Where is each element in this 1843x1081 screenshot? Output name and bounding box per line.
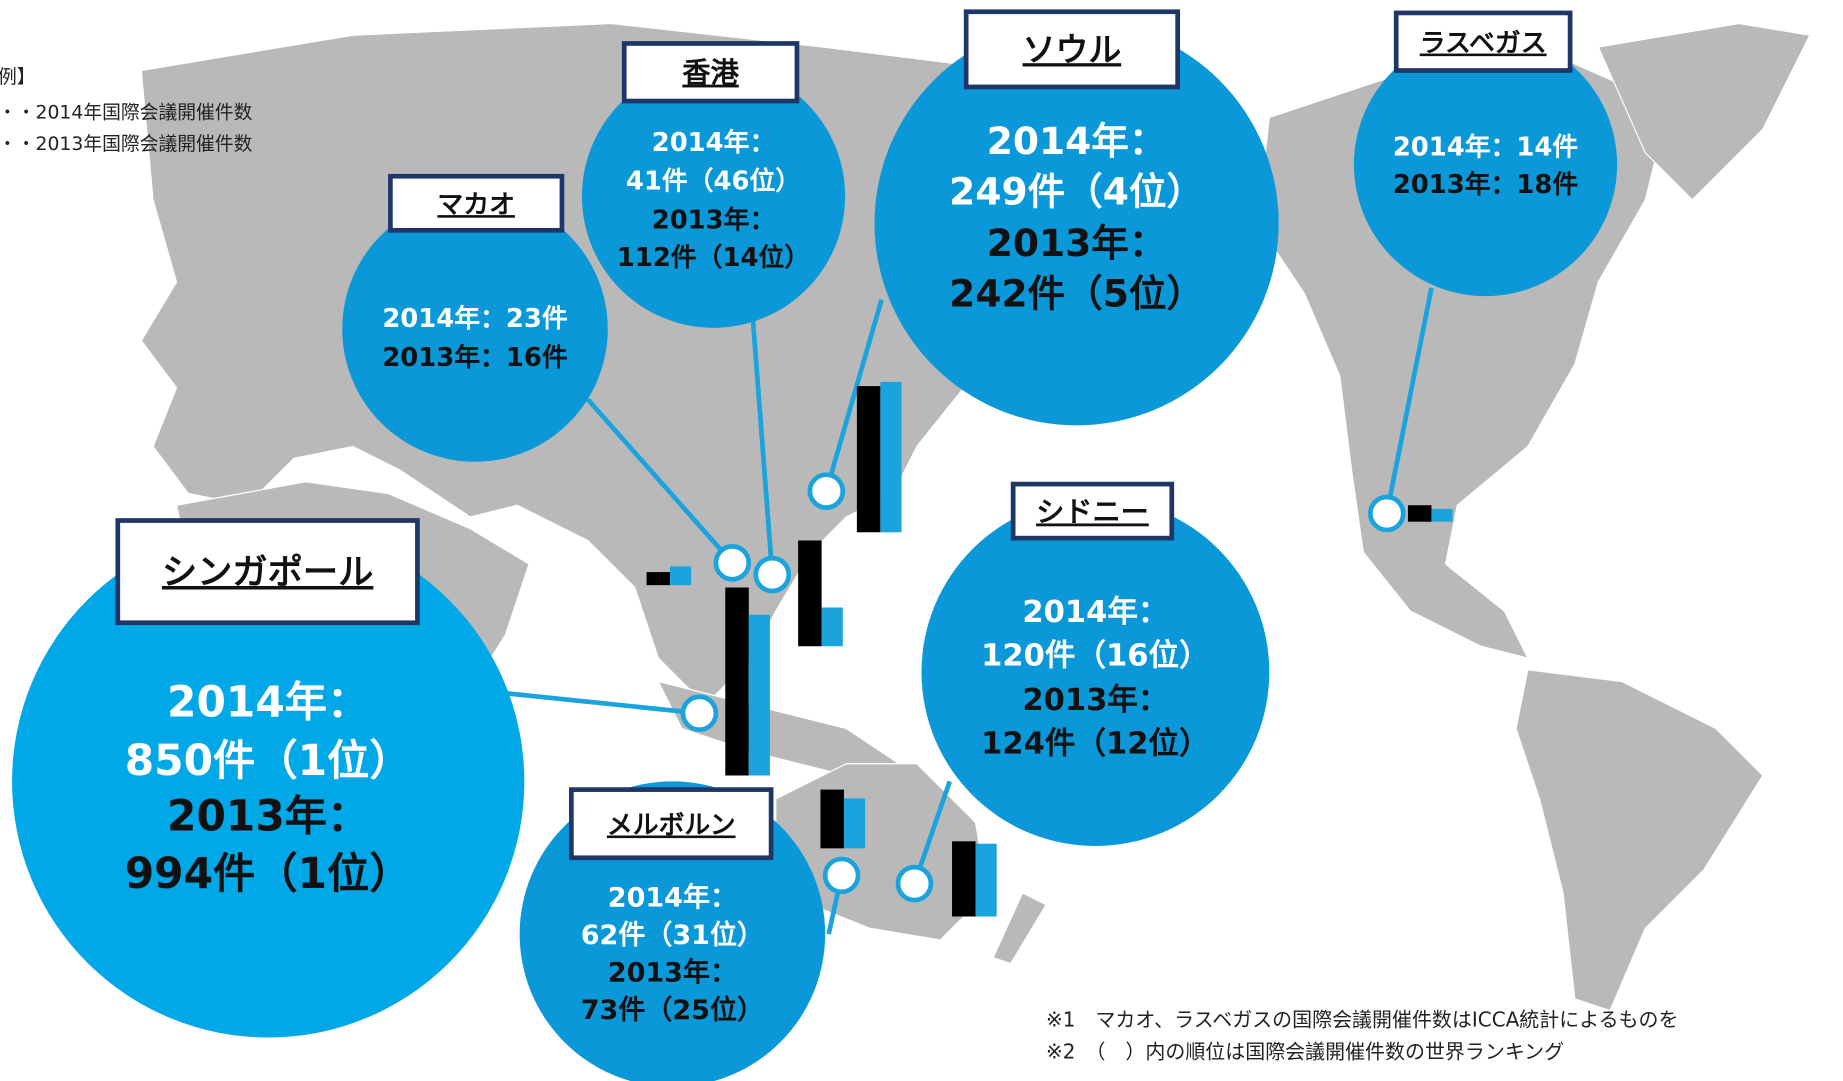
city-stat: 120件（16位） (981, 637, 1209, 673)
name-box (963, 9, 1180, 90)
city-stat: 112件（14位） (617, 242, 810, 273)
city-stat: 2014年： (987, 119, 1167, 163)
pointer-line (586, 397, 735, 565)
city-bubble (12, 525, 525, 1038)
city-dot (680, 694, 719, 733)
city-bubble (1353, 32, 1618, 297)
legend-item: ・・2014年国際会議開催件数 (0, 101, 253, 123)
city-dot (895, 864, 934, 903)
bar-2014 (975, 843, 997, 917)
city-stat: 2013年： (987, 221, 1167, 265)
name-box (115, 518, 420, 626)
pointer-line (824, 298, 884, 492)
city-stat: 2014年： (1022, 595, 1168, 630)
bar-2013 (952, 841, 976, 917)
city-name: メルボルン (607, 811, 736, 841)
new-zealand (992, 892, 1047, 965)
legend-heading: 例】 (0, 66, 36, 88)
city-stat: 62件（31位） (581, 919, 764, 951)
city-dot (1368, 494, 1406, 533)
city: 香港 2014年： 41件（46位） 2013年： 112件（14位） (581, 41, 846, 647)
city-stat: 2013年： (167, 791, 369, 840)
greenland (1597, 22, 1811, 201)
city-stat: 242件（5位） (949, 272, 1204, 316)
footnote: ※2 （ ）内の順位は国際会議開催件数の世界ランキング (1046, 1039, 1564, 1063)
pointer-line (505, 690, 700, 716)
bar-2014 (1431, 508, 1453, 522)
bar-2014 (748, 614, 770, 776)
city-dot (713, 544, 752, 582)
city-stat: 2013年： (652, 204, 776, 235)
bar-2014 (670, 566, 692, 586)
city-dot (753, 555, 792, 594)
city: メルボルン 2014年： 62件（31位） 2013年： 73件（25位） (519, 781, 866, 1081)
city-stat: 124件（12位） (981, 725, 1209, 761)
city-dot (822, 856, 861, 895)
city: シドニー 2014年： 120件（16位） 2013年： 124件（12位） (895, 481, 1270, 917)
city-stat: 2014年： (608, 881, 737, 913)
city-stat: 2014年：23件 (382, 303, 567, 334)
name-box (1393, 10, 1573, 73)
city-stat: 2013年： (608, 957, 737, 989)
city-stat: 249件（4位） (949, 169, 1204, 213)
legend: 例】 ・・2014年国際会議開催件数 ・・2013年国際会議開催件数 (0, 66, 253, 155)
city-name: ソウル (1023, 30, 1122, 69)
cities: シンガポール 2014年： 850件（1位） 2013年： 994件（1位） メルボルン 2… (12, 9, 1618, 1081)
city-stat: 850件（1位） (125, 736, 412, 785)
legend-item: ・・2013年国際会議開催件数 (0, 133, 253, 155)
name-box (1010, 481, 1175, 541)
bar-2013 (646, 572, 671, 586)
bar-2013 (798, 540, 822, 647)
city-name: マカオ (437, 190, 514, 220)
city-bubble (874, 21, 1279, 426)
city-name: ラスベガス (1420, 29, 1547, 59)
city-name: シドニー (1036, 495, 1149, 528)
city-stat: 41件（46位） (626, 166, 801, 197)
name-box (388, 173, 565, 233)
bar-2013 (1407, 505, 1432, 522)
city-name: シンガポール (162, 552, 373, 593)
city-stat: 2013年：16件 (382, 342, 567, 373)
city-stat: 73件（25位） (581, 994, 764, 1026)
city: ラスベガス 2014年：14件 2013年：18件 (1353, 10, 1618, 533)
footnote: ※1 マカオ、ラスベガスの国際会議開催件数はICCA統計によるものを (1046, 1008, 1678, 1032)
city: マカオ 2014年：23件 2013年：16件 (342, 173, 752, 586)
city-bubble (342, 196, 608, 462)
city-dot (807, 472, 846, 510)
city: ソウル 2014年： 249件（4位） 2013年： 242件（5位） (807, 9, 1279, 533)
city-stat: 2014年：14件 (1393, 132, 1578, 163)
name-box (569, 787, 774, 861)
city: シンガポール 2014年： 850件（1位） 2013年： 994件（1位） (12, 518, 770, 1038)
city-bubble (921, 498, 1270, 846)
city-stat: 2013年： (1022, 683, 1168, 718)
name-box (621, 41, 800, 104)
city-stat: 994件（1位） (125, 849, 412, 898)
city-bubble (581, 64, 846, 328)
pointer-line (749, 311, 775, 575)
city-stat: 2014年： (167, 678, 369, 727)
bar-2014 (821, 607, 843, 647)
bar-2013 (725, 587, 749, 776)
city-stat: 2013年：18件 (1393, 169, 1578, 200)
bar-2013 (856, 386, 881, 533)
bar-2013 (820, 789, 844, 849)
pointer-line (1384, 287, 1434, 514)
city-stat: 2014年： (652, 127, 776, 158)
city-name: 香港 (682, 57, 739, 90)
bar-2014 (880, 381, 902, 533)
bar-2014 (843, 798, 866, 849)
south-america (1515, 669, 1764, 1012)
